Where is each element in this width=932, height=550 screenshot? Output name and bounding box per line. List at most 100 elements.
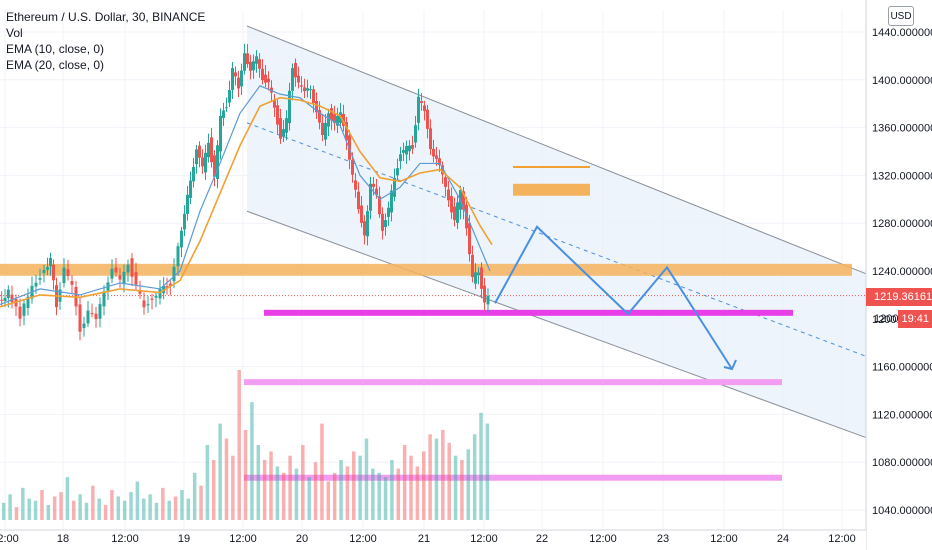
candle-body — [62, 267, 66, 283]
magenta-support-line — [264, 309, 793, 316]
candle-body — [417, 96, 420, 123]
candle-body — [273, 99, 276, 108]
candle-body — [375, 188, 378, 195]
volume-bar — [320, 423, 324, 520]
candle-body — [46, 267, 49, 270]
volume-bar — [307, 477, 311, 520]
volume-bar — [116, 496, 121, 520]
volume-bar — [396, 468, 401, 520]
candle-body — [261, 68, 264, 81]
volume-bar — [135, 481, 140, 520]
candle-body — [231, 68, 234, 90]
candle-body — [90, 313, 94, 315]
volume-bar — [383, 477, 388, 520]
price-tick-label: 1360.000000 — [872, 123, 932, 135]
legend-vol[interactable]: Vol — [6, 26, 23, 40]
volume-bar — [250, 402, 254, 520]
candle-body — [399, 154, 402, 162]
volume-bar — [186, 498, 191, 520]
candle-body — [324, 122, 327, 140]
candle-body — [118, 275, 122, 280]
candle-body — [213, 155, 216, 177]
candle-body — [52, 264, 55, 281]
candle-body — [216, 145, 219, 179]
candle-body — [447, 189, 450, 201]
candle-body — [22, 303, 26, 316]
candle-body — [366, 211, 369, 237]
candle-body — [342, 113, 345, 127]
volume-bar — [46, 505, 51, 520]
candle-body — [465, 204, 468, 229]
candle-body — [249, 61, 252, 71]
channel-fill — [247, 26, 868, 439]
candle-body — [146, 304, 150, 306]
volume-bar — [288, 455, 292, 520]
candle-body — [408, 145, 411, 152]
price-tick-label: 1280.000000 — [872, 218, 932, 230]
candle-body — [195, 149, 198, 165]
orange-resistance-zone — [0, 263, 852, 276]
candle-body — [134, 272, 138, 285]
candle-body — [49, 257, 52, 267]
price-axis: 1440.000000 1400.000000 1360.000000 1320.00… — [865, 0, 932, 550]
candle-body — [219, 115, 222, 152]
candle-body — [474, 272, 477, 284]
candle-body — [246, 53, 249, 65]
price-tick-label: 1440.000000 — [872, 27, 932, 39]
candle-body — [18, 306, 22, 319]
legend-ema20[interactable]: EMA (20, close, 0) — [6, 58, 105, 72]
candle-body — [327, 113, 330, 127]
volume-bar — [173, 496, 178, 520]
currency-button[interactable]: USD — [888, 6, 914, 26]
candle-body — [78, 304, 82, 332]
volume-bar — [167, 500, 171, 520]
candle-body — [363, 221, 366, 236]
bar-countdown: 19:41 — [898, 310, 932, 328]
volume-bar — [472, 434, 477, 520]
volume-bar — [256, 445, 261, 520]
candle-body — [225, 107, 228, 109]
candle-body — [462, 191, 465, 210]
candle-body — [387, 207, 390, 217]
candle-body — [402, 150, 405, 153]
countdown-tag: 1200.0 19:41 — [866, 310, 932, 328]
price-tick-label: 1120.000000 — [872, 409, 932, 421]
candle-body — [201, 157, 204, 167]
volume-bar — [282, 472, 286, 520]
candle-body — [70, 281, 74, 285]
legend-ema10[interactable]: EMA (10, close, 0) — [6, 42, 105, 56]
time-tick-label: 22 — [536, 533, 548, 545]
candle-body — [240, 70, 243, 87]
volume-bar — [352, 451, 356, 520]
volume-bar — [275, 466, 280, 520]
last-price-label: 1219.361618 — [874, 291, 932, 303]
volume-bar — [52, 496, 57, 520]
candle-body — [114, 267, 118, 273]
candle-body — [276, 105, 279, 125]
candle-body — [432, 148, 435, 157]
candle-body — [426, 109, 429, 129]
candle-body — [210, 137, 213, 163]
legend-symbol[interactable]: Ethereum / U.S. Dollar, 30, BINANCE — [6, 10, 206, 24]
candle-body — [477, 272, 480, 275]
volume-bar — [466, 449, 471, 520]
candle-body — [405, 146, 408, 155]
candle-body — [222, 110, 225, 119]
volume-bar — [441, 430, 445, 520]
volume-bar — [218, 423, 222, 520]
candle-body — [390, 190, 393, 213]
time-tick-label: 19 — [178, 533, 190, 545]
volume-bar — [180, 490, 184, 520]
candle-body — [453, 206, 456, 221]
candle-body — [357, 191, 360, 210]
volume-bar — [460, 460, 464, 520]
candle-body — [456, 202, 459, 223]
candle-body — [165, 286, 169, 288]
volume-bar — [434, 438, 439, 520]
volume-bar — [129, 492, 133, 520]
candle-body — [378, 196, 381, 215]
candle-body — [423, 105, 426, 112]
time-tick-label: 12:00 — [710, 533, 738, 545]
